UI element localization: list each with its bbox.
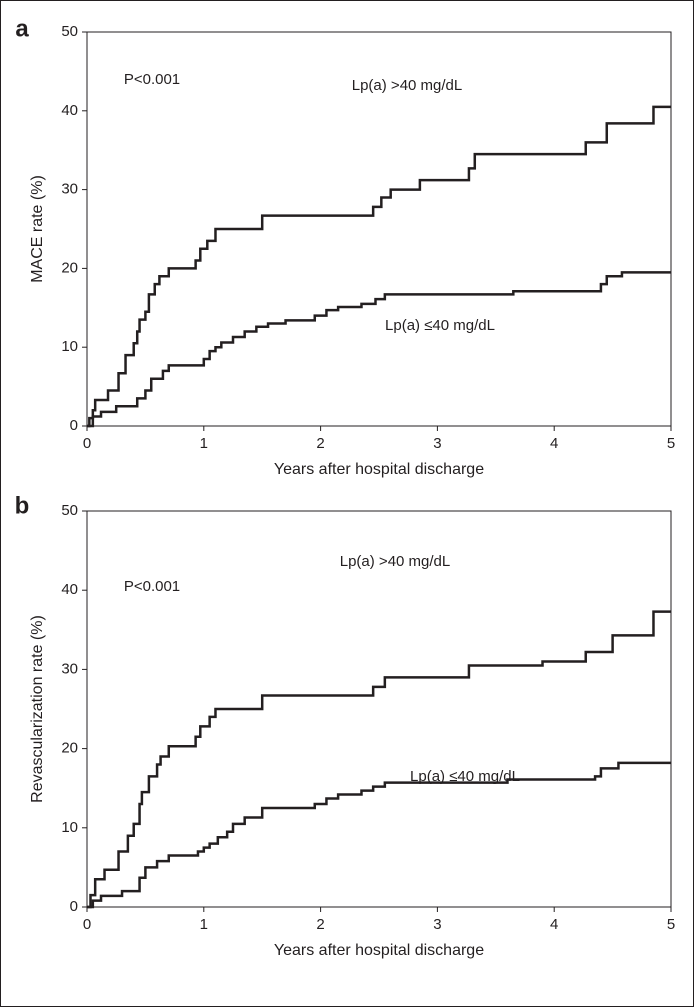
y-tick-label: 0 [70, 898, 78, 915]
plot-frame [86, 31, 672, 427]
x-tick-label: 4 [550, 916, 558, 933]
series-label: Lp(a) ≤40 mg/dL [410, 768, 520, 785]
step-line [87, 271, 671, 428]
x-axis-label: Years after hospital discharge [274, 942, 484, 959]
x-tick-label: 1 [200, 435, 208, 452]
panel-label: b [15, 492, 30, 519]
x-tick-label: 5 [667, 916, 675, 933]
panel-label: a [15, 15, 29, 42]
y-tick-label: 30 [61, 660, 78, 677]
y-tick-label: 40 [61, 581, 78, 598]
y-axis-label: MACE rate (%) [29, 175, 46, 283]
x-tick-label: 0 [83, 916, 91, 933]
y-tick-label: 10 [61, 338, 78, 355]
x-tick-label: 0 [83, 435, 91, 452]
x-tick-label: 2 [316, 916, 324, 933]
x-tick-label: 5 [667, 435, 675, 452]
x-tick-label: 2 [316, 435, 324, 452]
x-tick-label: 3 [433, 916, 441, 933]
p-value: P<0.001 [124, 71, 180, 88]
y-tick-label: 10 [61, 819, 78, 836]
y-tick-label: 0 [70, 417, 78, 434]
y-tick-label: 20 [61, 259, 78, 276]
y-axis-label: Revascularization rate (%) [29, 615, 46, 803]
series-label: Lp(a) >40 mg/dL [340, 553, 451, 570]
series-label: Lp(a) ≤40 mg/dL [385, 317, 495, 334]
y-tick-label: 30 [61, 181, 78, 198]
p-value: P<0.001 [124, 578, 180, 595]
y-tick-label: 50 [61, 23, 78, 40]
step-line [87, 610, 671, 909]
y-tick-label: 50 [61, 502, 78, 519]
x-axis-label: Years after hospital discharge [274, 461, 484, 478]
y-tick-label: 20 [61, 740, 78, 757]
x-tick-label: 4 [550, 435, 558, 452]
y-tick-label: 40 [61, 102, 78, 119]
step-line [87, 105, 671, 428]
step-line [87, 761, 671, 909]
plot-frame [86, 510, 672, 908]
x-tick-label: 3 [433, 435, 441, 452]
series-label: Lp(a) >40 mg/dL [352, 77, 463, 94]
x-tick-label: 1 [200, 916, 208, 933]
